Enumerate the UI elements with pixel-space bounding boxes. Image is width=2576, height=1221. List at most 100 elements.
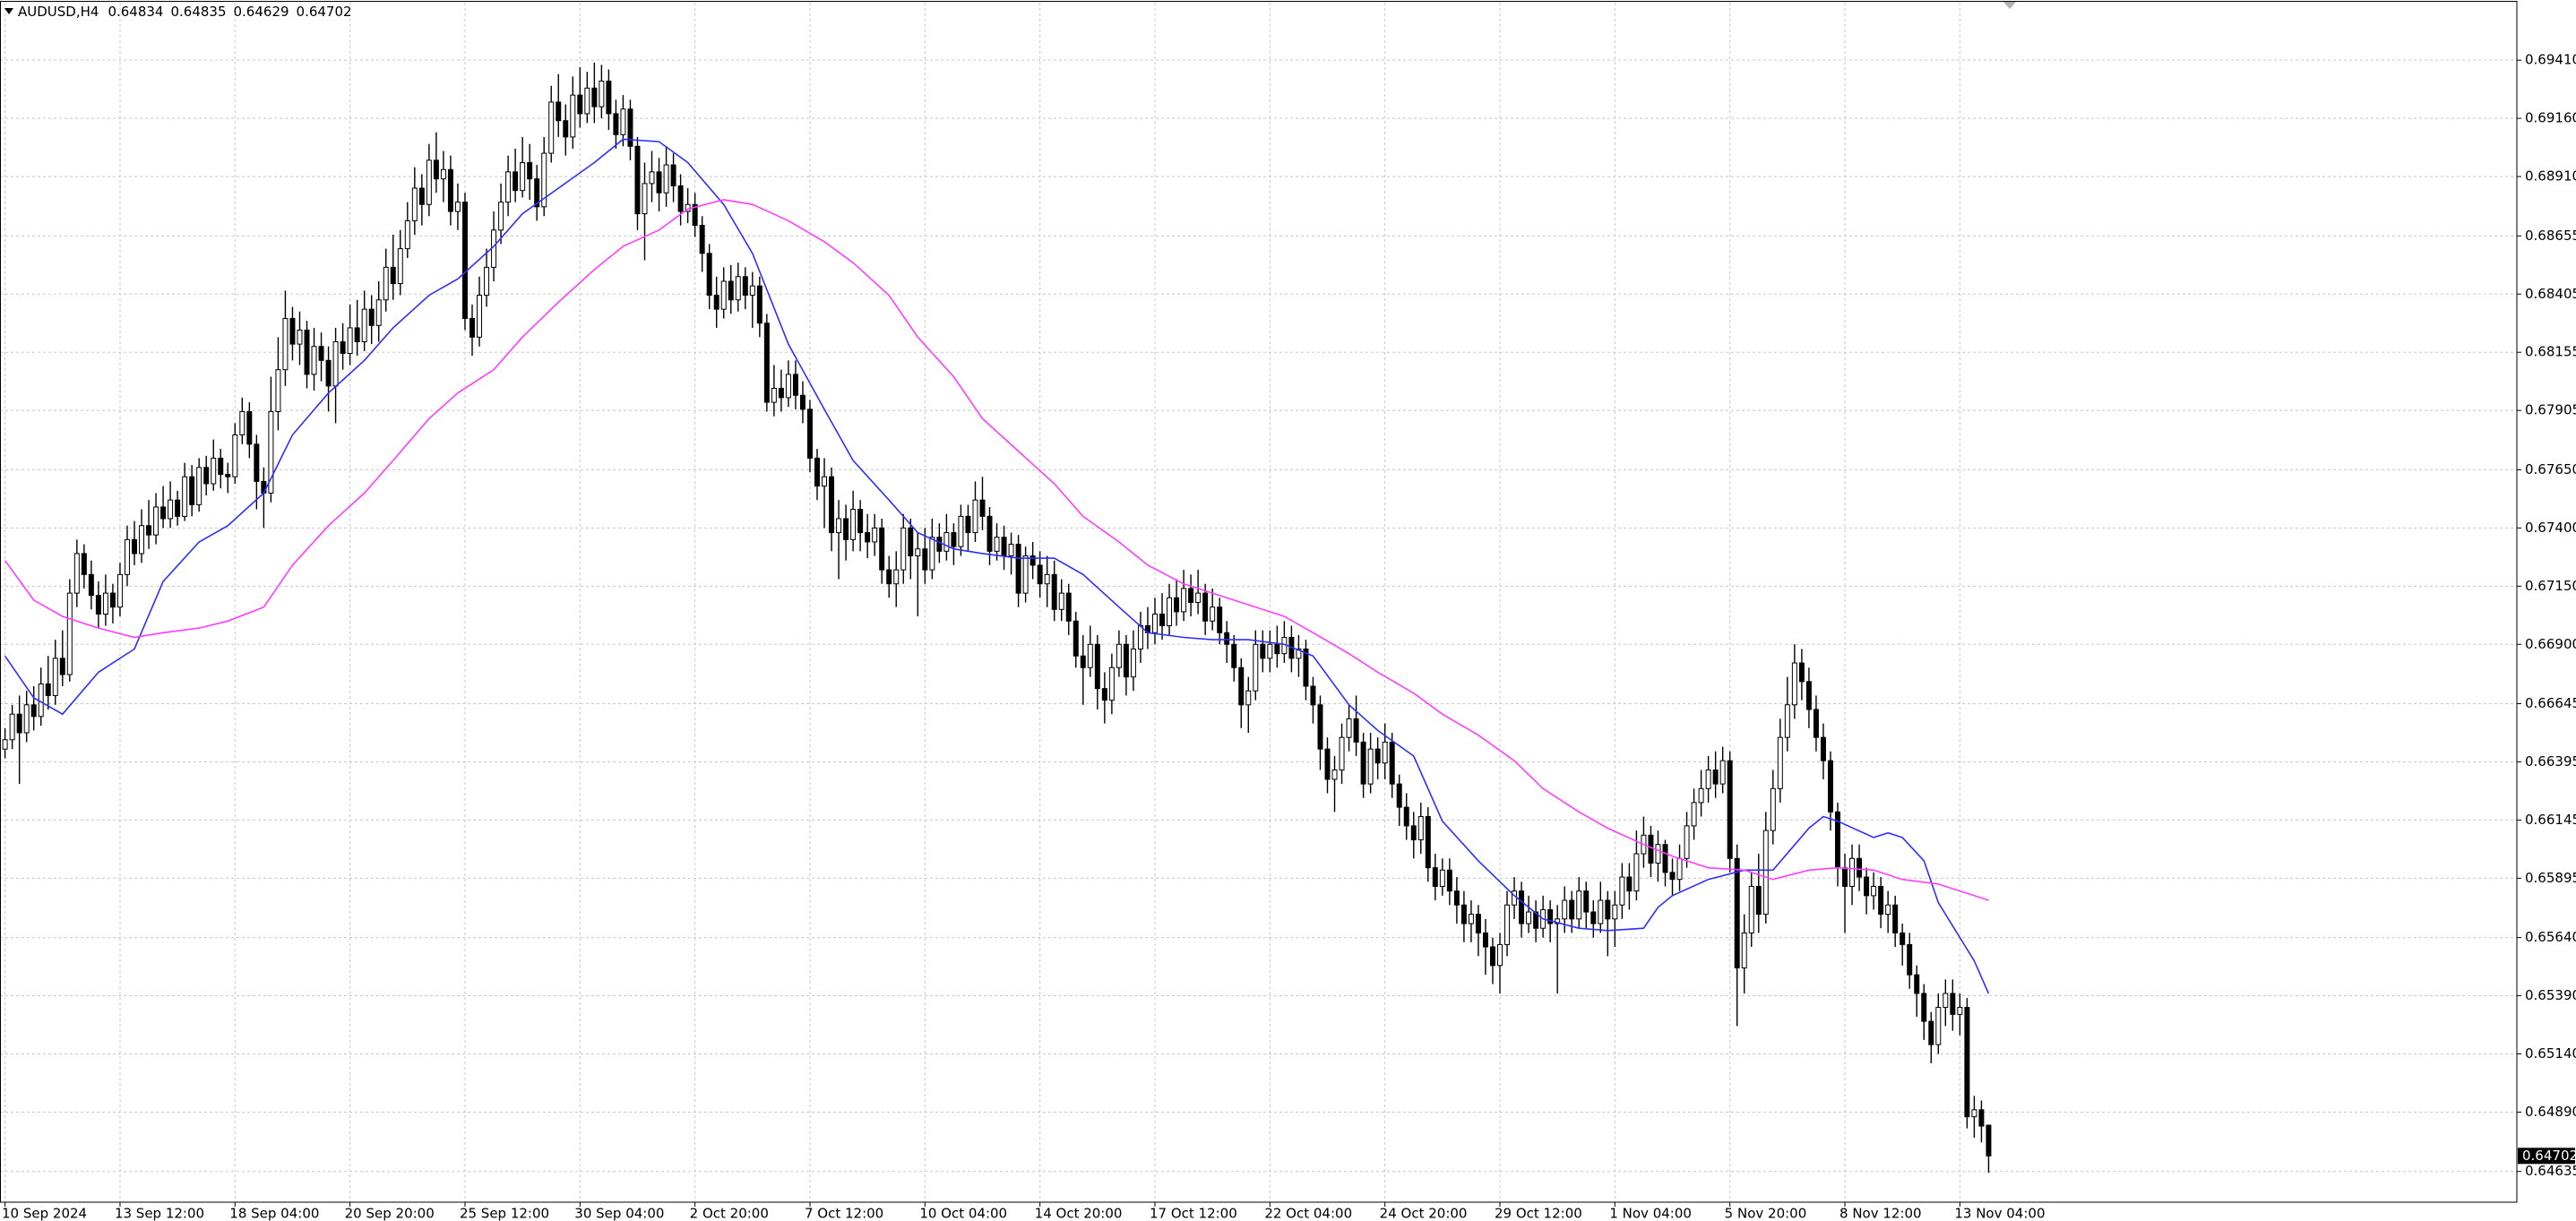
y-tick-label: 0.67400 (2525, 520, 2576, 536)
x-tick-label: 1 Nov 04:00 (1609, 1206, 1692, 1221)
candle-body (822, 476, 828, 487)
candle-body (1058, 592, 1064, 610)
candle-body (1367, 748, 1374, 785)
candle-body (1296, 648, 1302, 659)
candle-body (1562, 899, 1568, 920)
candle-body (1598, 899, 1604, 924)
x-tick-label: 13 Sep 12:00 (115, 1206, 204, 1221)
candle-body (102, 592, 108, 615)
candle-body (792, 374, 798, 396)
candle-body (1857, 857, 1863, 878)
candle-body (23, 704, 30, 734)
candle-body (454, 202, 461, 212)
y-tick-label: 0.64635 (2525, 1163, 2576, 1179)
candle-body (1044, 573, 1050, 585)
candle-body (1813, 709, 1819, 738)
candle-body (1360, 741, 1366, 785)
candle-body (160, 506, 167, 520)
y-tick-label: 0.65140 (2525, 1045, 2576, 1062)
candle-body (1152, 613, 1158, 633)
candle-body (1310, 685, 1316, 706)
candle-body (656, 171, 662, 193)
x-tick-label: 18 Sep 04:00 (229, 1206, 319, 1221)
candle-body (1748, 885, 1754, 933)
x-tick-label: 29 Oct 12:00 (1495, 1206, 1582, 1221)
candle-body (426, 159, 432, 205)
candle-body (670, 164, 676, 186)
candle-body (591, 87, 598, 107)
candle-body (1878, 885, 1884, 916)
candle-body (1684, 825, 1690, 859)
candle-body (879, 527, 885, 571)
candle-body (1446, 869, 1452, 892)
candle-body (411, 187, 418, 221)
plot-border (0, 1, 2518, 1203)
candle-body (756, 285, 762, 324)
candle-body (1101, 688, 1107, 701)
candle-body (211, 457, 217, 485)
y-tick-label: 0.67905 (2525, 402, 2576, 418)
candle-body (132, 538, 137, 555)
candle-body (1303, 648, 1309, 687)
candle-body (1777, 736, 1783, 789)
candle-body (749, 285, 755, 297)
candle-body (246, 410, 253, 445)
candle-body (1648, 834, 1654, 864)
candle-body (563, 120, 569, 138)
candle-body (168, 499, 174, 520)
candle-body (1921, 993, 1927, 1022)
candle-body (1217, 606, 1223, 633)
candle-body (692, 203, 698, 227)
menu-arrow (4, 8, 13, 14)
last-price-box (2518, 1148, 2575, 1165)
candle-body (541, 152, 547, 208)
candle-body (1324, 748, 1331, 780)
candle-body (1432, 867, 1438, 887)
candle-body (304, 330, 310, 375)
candle-body (232, 434, 238, 477)
low-value: 0.64629 (234, 4, 289, 20)
candle-body (1417, 816, 1424, 840)
grid (0, 3, 2517, 1202)
candle-body (289, 318, 296, 345)
candle-body (663, 164, 669, 193)
candle-body (1460, 904, 1467, 924)
candle-body (1849, 857, 1856, 887)
x-tick-label: 8 Nov 12:00 (1839, 1206, 1922, 1221)
candle-body (706, 253, 712, 297)
x-tick-label: 20 Sep 20:00 (345, 1206, 435, 1221)
candle-body (1497, 943, 1503, 967)
candle-body (886, 569, 892, 585)
candle-body (1820, 736, 1826, 761)
candle-body (375, 299, 382, 326)
candle-body (627, 108, 633, 147)
x-tick-label: 2 Oct 20:00 (690, 1206, 769, 1221)
candle-body (1770, 787, 1776, 831)
candle-body (52, 658, 58, 696)
candle-body (1202, 592, 1209, 622)
candle-body (1389, 741, 1395, 785)
candle-body (986, 515, 993, 552)
candle-body (477, 295, 482, 338)
candle-body (88, 573, 94, 597)
candle-body (1712, 770, 1719, 785)
candle-body (1317, 704, 1323, 750)
candle-body (95, 595, 101, 615)
high-value: 0.64835 (170, 4, 226, 20)
candle-body (282, 318, 289, 371)
candle-body (318, 346, 324, 361)
candle-body (785, 374, 791, 399)
y-tick-label: 0.67650 (2525, 461, 2576, 477)
candle-body (1583, 890, 1590, 913)
candle-body (1928, 1020, 1934, 1045)
candle-body (404, 219, 410, 250)
candle-body (1727, 760, 1733, 859)
y-tick-label: 0.66645 (2525, 695, 2576, 711)
candle-body (843, 518, 849, 540)
candle-body (116, 573, 123, 608)
candle-body (1174, 597, 1180, 613)
candle-body (38, 683, 44, 718)
candle-body (1935, 1007, 1942, 1045)
shift-marker (2003, 2, 2016, 9)
candle-body (599, 81, 605, 107)
